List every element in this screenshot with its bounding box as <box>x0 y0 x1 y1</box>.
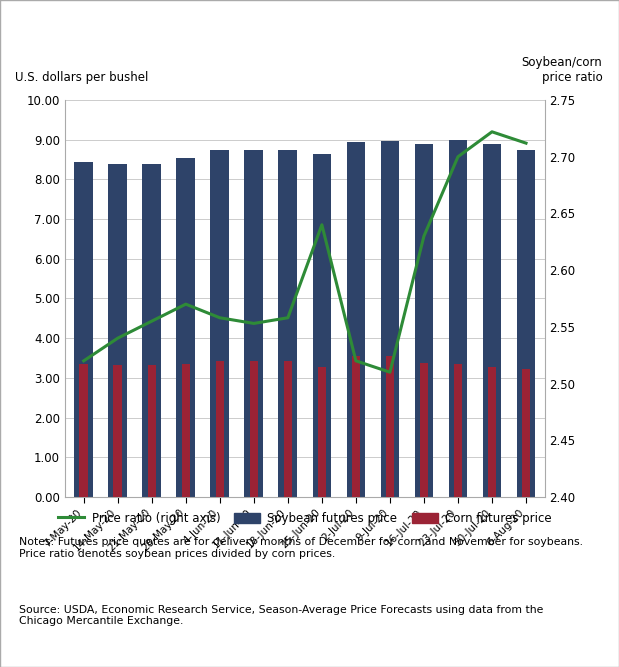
Bar <box>147 365 156 497</box>
Text: U.S. dollars per bushel: U.S. dollars per bushel <box>15 71 148 84</box>
Bar <box>347 141 365 497</box>
Bar <box>181 364 190 497</box>
Bar <box>381 141 399 497</box>
Bar <box>215 362 224 497</box>
Bar <box>249 362 258 497</box>
Bar <box>74 161 93 497</box>
Text: Weekly U.S. Prices and Price Ratio: Weekly U.S. Prices and Price Ratio <box>135 25 484 43</box>
Bar <box>352 356 360 497</box>
Bar <box>313 153 331 497</box>
Bar <box>279 149 297 497</box>
Legend: Price ratio (right axis), Soybean futures price, Corn futures price: Price ratio (right axis), Soybean future… <box>54 508 556 530</box>
Text: Notes: Futures price quotes are for delivery months of December for corn and Nov: Notes: Futures price quotes are for deli… <box>19 537 582 558</box>
Bar <box>420 363 428 497</box>
Text: for Soybeans and Corn – 2020: for Soybeans and Corn – 2020 <box>158 61 461 79</box>
Bar <box>386 356 394 497</box>
Bar <box>142 163 161 497</box>
Text: Soybean/corn
price ratio: Soybean/corn price ratio <box>522 56 602 84</box>
Bar <box>245 149 263 497</box>
Bar <box>488 367 496 497</box>
Text: Source: USDA, Economic Research Service, Season-Average Price Forecasts using da: Source: USDA, Economic Research Service,… <box>19 604 543 626</box>
Bar <box>449 140 467 497</box>
Bar <box>210 149 229 497</box>
Bar <box>415 143 433 497</box>
Bar <box>113 365 122 497</box>
Bar <box>517 149 535 497</box>
Bar <box>318 367 326 497</box>
Bar <box>284 362 292 497</box>
Bar <box>483 143 501 497</box>
Bar <box>79 364 88 497</box>
Bar <box>176 157 195 497</box>
Bar <box>108 163 127 497</box>
Bar <box>454 364 462 497</box>
Bar <box>522 369 530 497</box>
